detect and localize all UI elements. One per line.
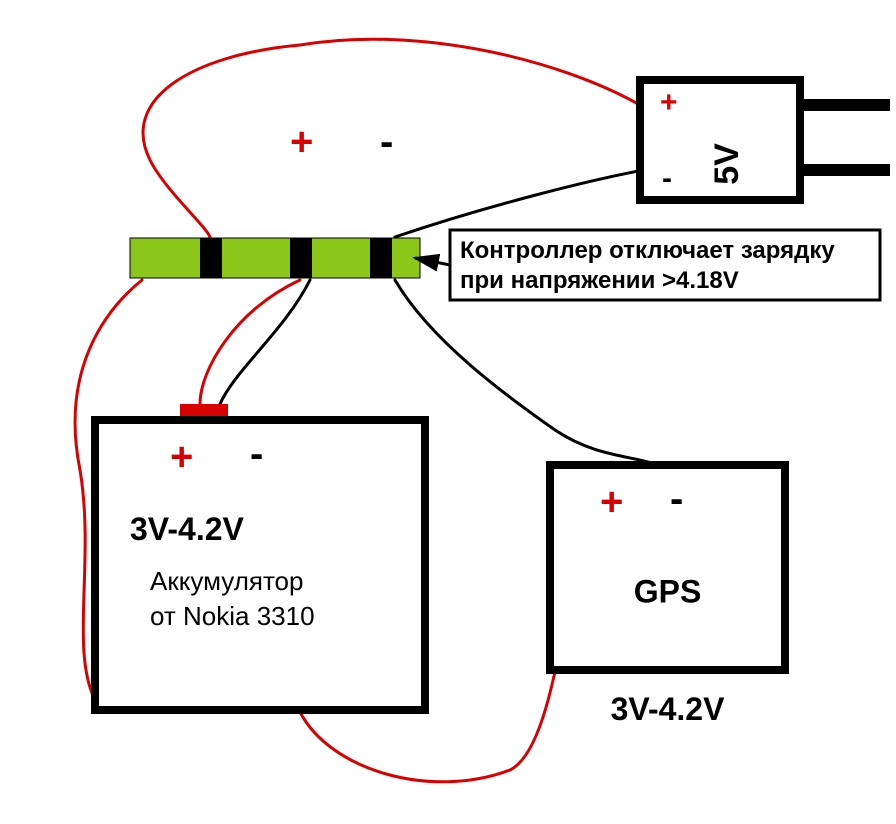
gps-bottom-label: 3V-4.2V <box>611 691 726 727</box>
gps-label: GPS <box>634 574 702 610</box>
note-box: Контроллер отключает зарядку при напряжен… <box>415 230 880 300</box>
controller-stripe-2 <box>370 238 392 278</box>
battery-sub1: Аккумулятор <box>150 566 303 596</box>
controller-top-minus: - <box>380 120 393 164</box>
battery-minus: - <box>250 432 263 476</box>
note-line2: при напряжении >4.18V <box>460 267 739 294</box>
note-line1: Контроллер отключает зарядку <box>460 237 835 264</box>
gps-box <box>550 465 785 670</box>
controller-stripe-1 <box>290 238 312 278</box>
battery-title: 3V-4.2V <box>130 511 245 547</box>
controller-stripe-0 <box>200 238 222 278</box>
battery-sub2: от Nokia 3310 <box>150 601 315 631</box>
controller-top-plus: + <box>290 120 313 164</box>
psu-5v-minus: - <box>662 162 672 195</box>
psu-5v-label: 5V <box>708 143 746 185</box>
gps-minus: - <box>670 477 683 521</box>
battery-plus: + <box>170 435 193 479</box>
gps-plus: + <box>600 480 623 524</box>
battery: + -3V-4.2V Аккумулятор от Nokia 3310 <box>95 404 425 710</box>
psu-5v-prong-bottom <box>800 164 890 176</box>
psu-5v-plus: + <box>660 86 678 119</box>
psu-5v-prong-top <box>800 99 890 111</box>
